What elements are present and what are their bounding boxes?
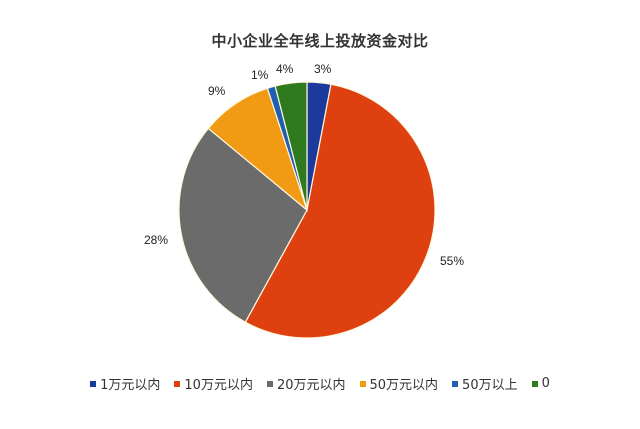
legend-item-20wan[interactable]: 20万元以内 bbox=[266, 374, 346, 393]
legend-swatch-icon bbox=[266, 380, 273, 387]
legend-item-50wan[interactable]: 50万元以内 bbox=[359, 374, 439, 393]
legend-item-50wan-plus[interactable]: 50万以上 bbox=[452, 374, 518, 393]
legend-swatch-icon bbox=[452, 380, 459, 387]
slice-label-50wan: 9% bbox=[208, 84, 226, 98]
slice-label-zero: 4% bbox=[276, 62, 294, 76]
legend-label: 0 bbox=[541, 376, 550, 391]
legend-swatch-icon bbox=[90, 380, 97, 387]
pie-slice[interactable] bbox=[178, 127, 308, 323]
slice-label-50wan-plus: 1% bbox=[251, 68, 269, 82]
pie-slice[interactable] bbox=[274, 81, 308, 211]
legend-item-10wan[interactable]: 10万元以内 bbox=[174, 374, 253, 393]
legend-label: 50万以上 bbox=[462, 378, 518, 393]
legend-label: 20万元以内 bbox=[276, 378, 346, 393]
legend-item-1wan[interactable]: 1万元以内 bbox=[90, 374, 160, 393]
legend-label: 10万元以内 bbox=[184, 378, 253, 393]
chart-legend: 1万元以内 10万元以内 20万元以内 50万元以内 50万以上 0 bbox=[0, 374, 640, 393]
legend-label: 50万元以内 bbox=[369, 378, 439, 393]
pie-slice[interactable] bbox=[244, 83, 436, 339]
slice-label-20wan: 28% bbox=[144, 233, 169, 247]
legend-label: 1万元以内 bbox=[100, 378, 161, 393]
slice-label-1wan: 3% bbox=[314, 62, 332, 76]
chart-title: 中小企业全年线上投放资金对比 bbox=[211, 32, 429, 50]
slice-label-10wan: 55% bbox=[440, 254, 465, 268]
legend-swatch-icon bbox=[174, 380, 181, 387]
legend-swatch-icon bbox=[531, 380, 538, 387]
legend-item-zero[interactable]: 0 bbox=[531, 376, 550, 391]
legend-swatch-icon bbox=[359, 380, 366, 387]
pie-slices bbox=[178, 81, 436, 339]
